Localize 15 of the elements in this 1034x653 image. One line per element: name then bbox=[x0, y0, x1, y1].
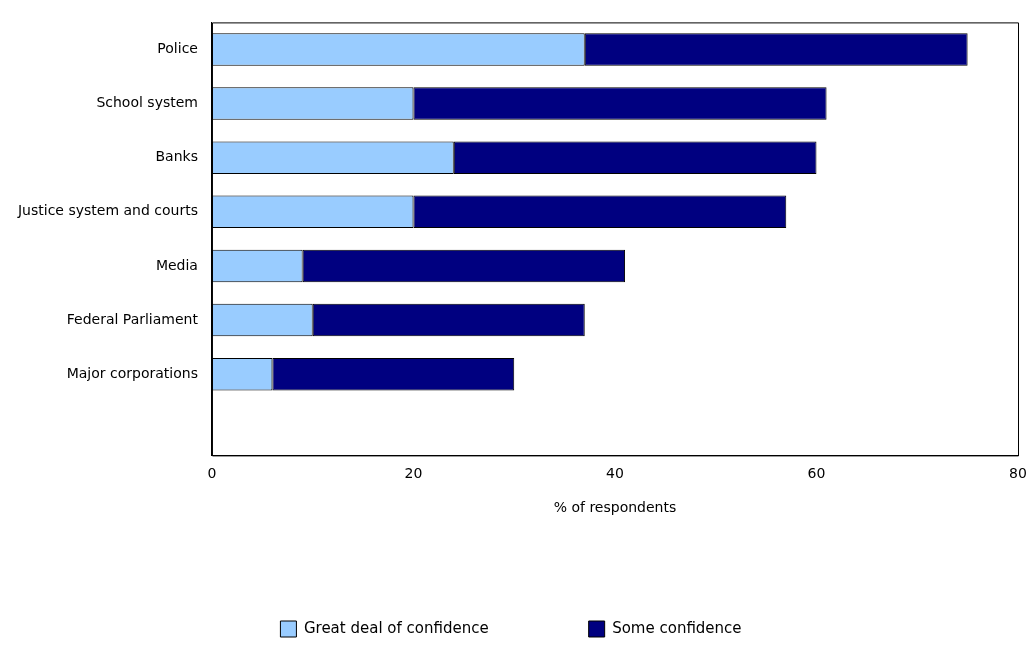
y-tick-label: Federal Parliament bbox=[66, 310, 199, 327]
x-tick-label: 0 bbox=[207, 465, 217, 482]
legend-label: Some confidence bbox=[612, 618, 742, 637]
y-tick-label: Media bbox=[155, 256, 198, 273]
y-tick-label: Justice system and courts bbox=[16, 202, 198, 219]
y-tick-label: Major corporations bbox=[66, 364, 198, 381]
legend-label: Great deal of confidence bbox=[303, 618, 489, 637]
y-tick-label: Police bbox=[157, 40, 198, 57]
x-tick-label: 40 bbox=[606, 465, 624, 482]
y-tick-label: Banks bbox=[155, 148, 198, 165]
x-tick-label: 20 bbox=[404, 465, 423, 482]
x-axis-title: % of respondents bbox=[553, 499, 677, 516]
x-tick-label: 60 bbox=[807, 465, 826, 482]
x-tick-label: 80 bbox=[1009, 465, 1027, 482]
y-tick-label: School system bbox=[96, 94, 198, 111]
